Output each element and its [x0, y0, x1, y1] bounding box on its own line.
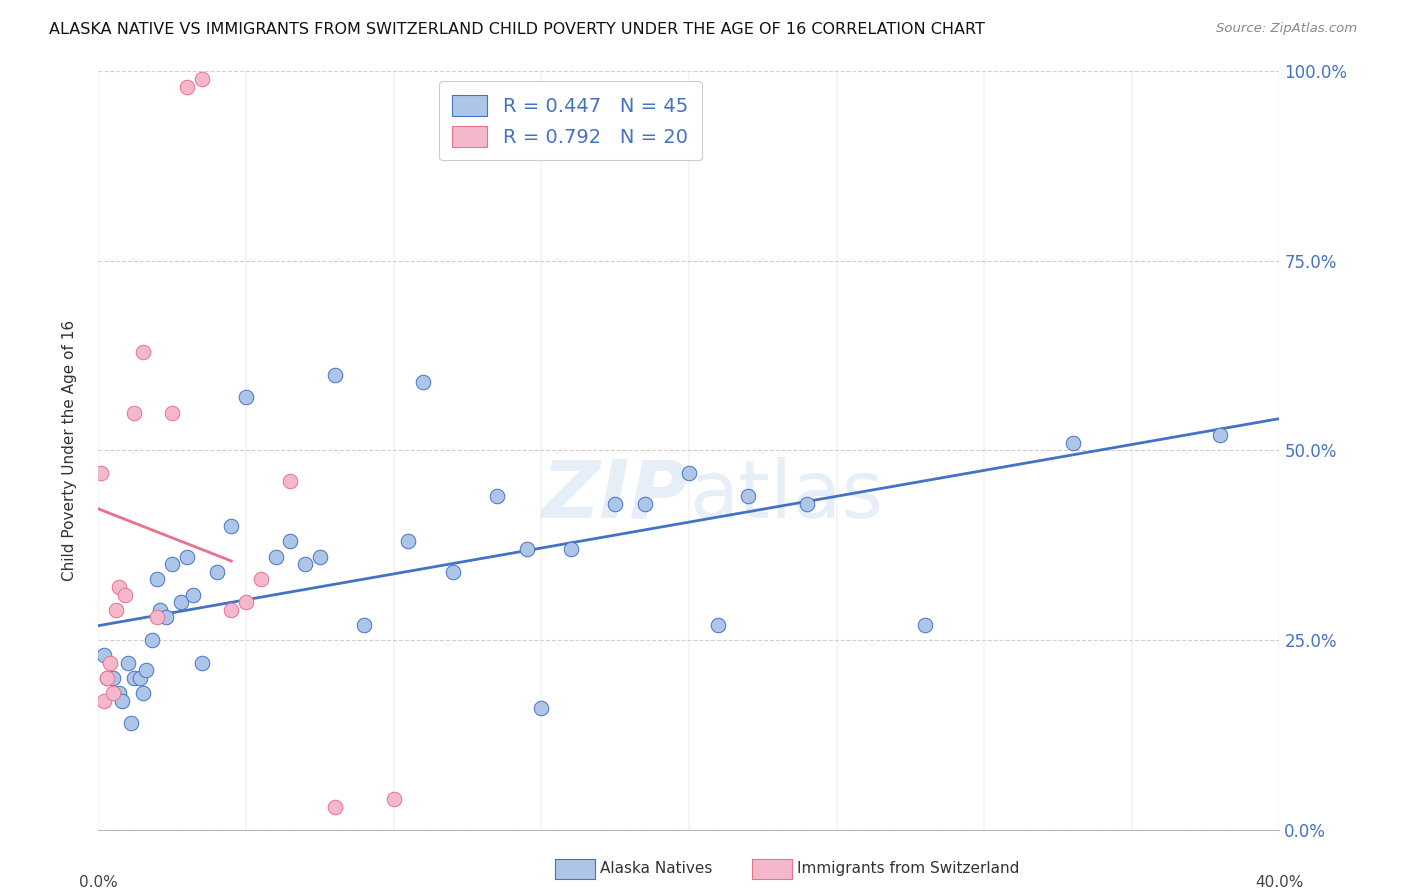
Text: atlas: atlas [689, 457, 883, 535]
Point [634, 496, 657, 510]
Point [146, 610, 169, 624]
Point [235, 391, 257, 405]
Point [155, 610, 177, 624]
Point [111, 694, 134, 708]
Point [103, 671, 125, 685]
Point [162, 405, 183, 420]
Point [117, 656, 139, 670]
Point [412, 376, 434, 390]
Point [93, 648, 115, 662]
Point [122, 405, 145, 420]
Point [170, 595, 193, 609]
Point [141, 633, 163, 648]
Point [135, 664, 157, 678]
Point [530, 701, 553, 715]
Point [122, 671, 145, 685]
Point [280, 534, 302, 549]
Text: Source: ZipAtlas.com: Source: ZipAtlas.com [1216, 22, 1357, 36]
Point [264, 549, 287, 564]
Y-axis label: Child Poverty Under the Age of 16: Child Poverty Under the Age of 16 [62, 320, 77, 581]
Point [914, 617, 936, 632]
Point [353, 617, 375, 632]
Text: ZIP: ZIP [541, 457, 689, 535]
Text: Immigrants from Switzerland: Immigrants from Switzerland [797, 862, 1019, 876]
Point [149, 603, 172, 617]
Point [294, 557, 316, 572]
Point [90, 466, 112, 480]
Point [1209, 428, 1232, 442]
Point [128, 671, 150, 685]
Point [96, 671, 118, 685]
Point [221, 603, 243, 617]
Point [309, 549, 332, 564]
Point [796, 496, 818, 510]
Point [280, 474, 302, 488]
Point [176, 549, 198, 564]
Legend: R = 0.447   N = 45, R = 0.792   N = 20: R = 0.447 N = 45, R = 0.792 N = 20 [439, 81, 702, 161]
Point [93, 694, 115, 708]
Text: Alaska Natives: Alaska Natives [600, 862, 713, 876]
Point [205, 565, 228, 579]
Point [605, 496, 627, 510]
Point [323, 368, 346, 382]
Point [176, 79, 198, 94]
Point [235, 595, 257, 609]
Point [120, 716, 142, 731]
Point [108, 580, 131, 594]
Point [707, 617, 730, 632]
Point [191, 72, 214, 87]
Point [560, 541, 582, 557]
Point [1062, 436, 1084, 450]
Point [114, 588, 136, 602]
Point [441, 565, 464, 579]
Point [132, 686, 155, 700]
Text: ALASKA NATIVE VS IMMIGRANTS FROM SWITZERLAND CHILD POVERTY UNDER THE AGE OF 16 C: ALASKA NATIVE VS IMMIGRANTS FROM SWITZER… [49, 22, 986, 37]
Point [181, 588, 204, 602]
Point [221, 519, 243, 533]
Point [162, 557, 183, 572]
Point [678, 466, 700, 480]
Point [103, 686, 125, 700]
Point [96, 671, 118, 685]
Point [132, 344, 155, 359]
Point [398, 534, 420, 549]
Point [737, 489, 759, 503]
Text: 40.0%: 40.0% [1256, 875, 1303, 890]
Point [191, 656, 214, 670]
Point [323, 800, 346, 814]
Point [382, 792, 405, 806]
Text: 0.0%: 0.0% [79, 875, 118, 890]
Point [516, 541, 538, 557]
Point [108, 686, 131, 700]
Point [146, 573, 169, 587]
Point [250, 573, 273, 587]
Point [486, 489, 509, 503]
Point [105, 603, 128, 617]
Point [98, 656, 121, 670]
